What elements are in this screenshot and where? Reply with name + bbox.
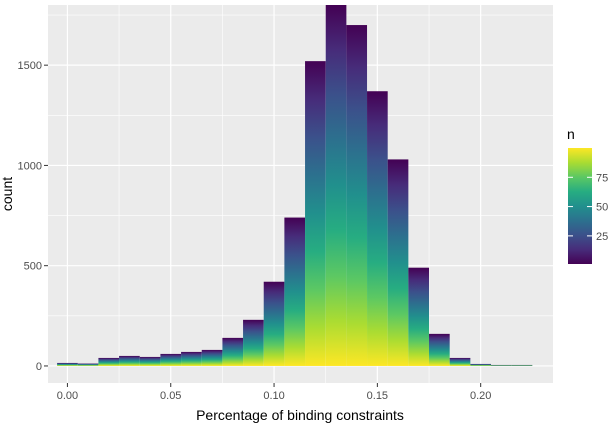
histogram-bar	[181, 351, 202, 366]
x-tick-label: 0.05	[160, 390, 181, 402]
histogram-bar	[367, 91, 388, 366]
color-legend: n 25 50 75	[567, 126, 608, 264]
x-tick-label: 0.15	[367, 390, 388, 402]
histogram-bar	[98, 357, 120, 366]
y-axis-title: count	[0, 177, 15, 211]
legend-break-label: 25	[596, 231, 608, 243]
x-axis-ticks: 0.00 0.05 0.10 0.15 0.20	[57, 383, 491, 402]
y-tick-label: 0	[36, 361, 42, 373]
histogram-bar	[119, 355, 140, 366]
histogram-bar	[201, 349, 223, 366]
histogram-bar	[263, 281, 285, 366]
x-tick-label: 0.20	[470, 390, 491, 402]
histogram-bar	[408, 267, 430, 366]
histogram-bar	[77, 363, 99, 366]
y-tick-label: 500	[24, 261, 42, 273]
x-tick-label: 0.10	[263, 390, 284, 402]
histogram-bar	[346, 25, 368, 366]
histogram-bar	[139, 356, 161, 366]
histogram-bar	[449, 357, 471, 366]
histogram-bar	[387, 159, 409, 366]
legend-break-label: 75	[596, 172, 608, 184]
histogram-bar	[57, 362, 78, 366]
x-tick-label: 0.00	[57, 390, 78, 402]
y-tick-label: 1500	[18, 60, 42, 72]
legend-colorbar	[568, 148, 592, 264]
histogram-bar	[325, 5, 347, 366]
histogram-bar	[491, 364, 512, 366]
histogram-bar	[284, 217, 306, 366]
x-axis-title: Percentage of binding constraints	[196, 407, 404, 423]
histogram-bar	[305, 61, 326, 366]
y-tick-label: 1000	[18, 160, 42, 172]
legend-breaks: 25 50 75	[568, 172, 608, 243]
histogram-bar	[511, 364, 533, 366]
legend-break-label: 50	[596, 202, 608, 214]
y-axis-ticks: 0 500 1000 1500	[18, 60, 48, 373]
legend-title: n	[567, 126, 575, 142]
histogram-bar	[470, 363, 492, 366]
histogram-bar	[222, 337, 244, 366]
histogram-bar	[160, 353, 182, 366]
histogram-bar	[243, 319, 264, 366]
histogram-bar	[429, 333, 450, 366]
histogram-bars	[57, 5, 533, 366]
